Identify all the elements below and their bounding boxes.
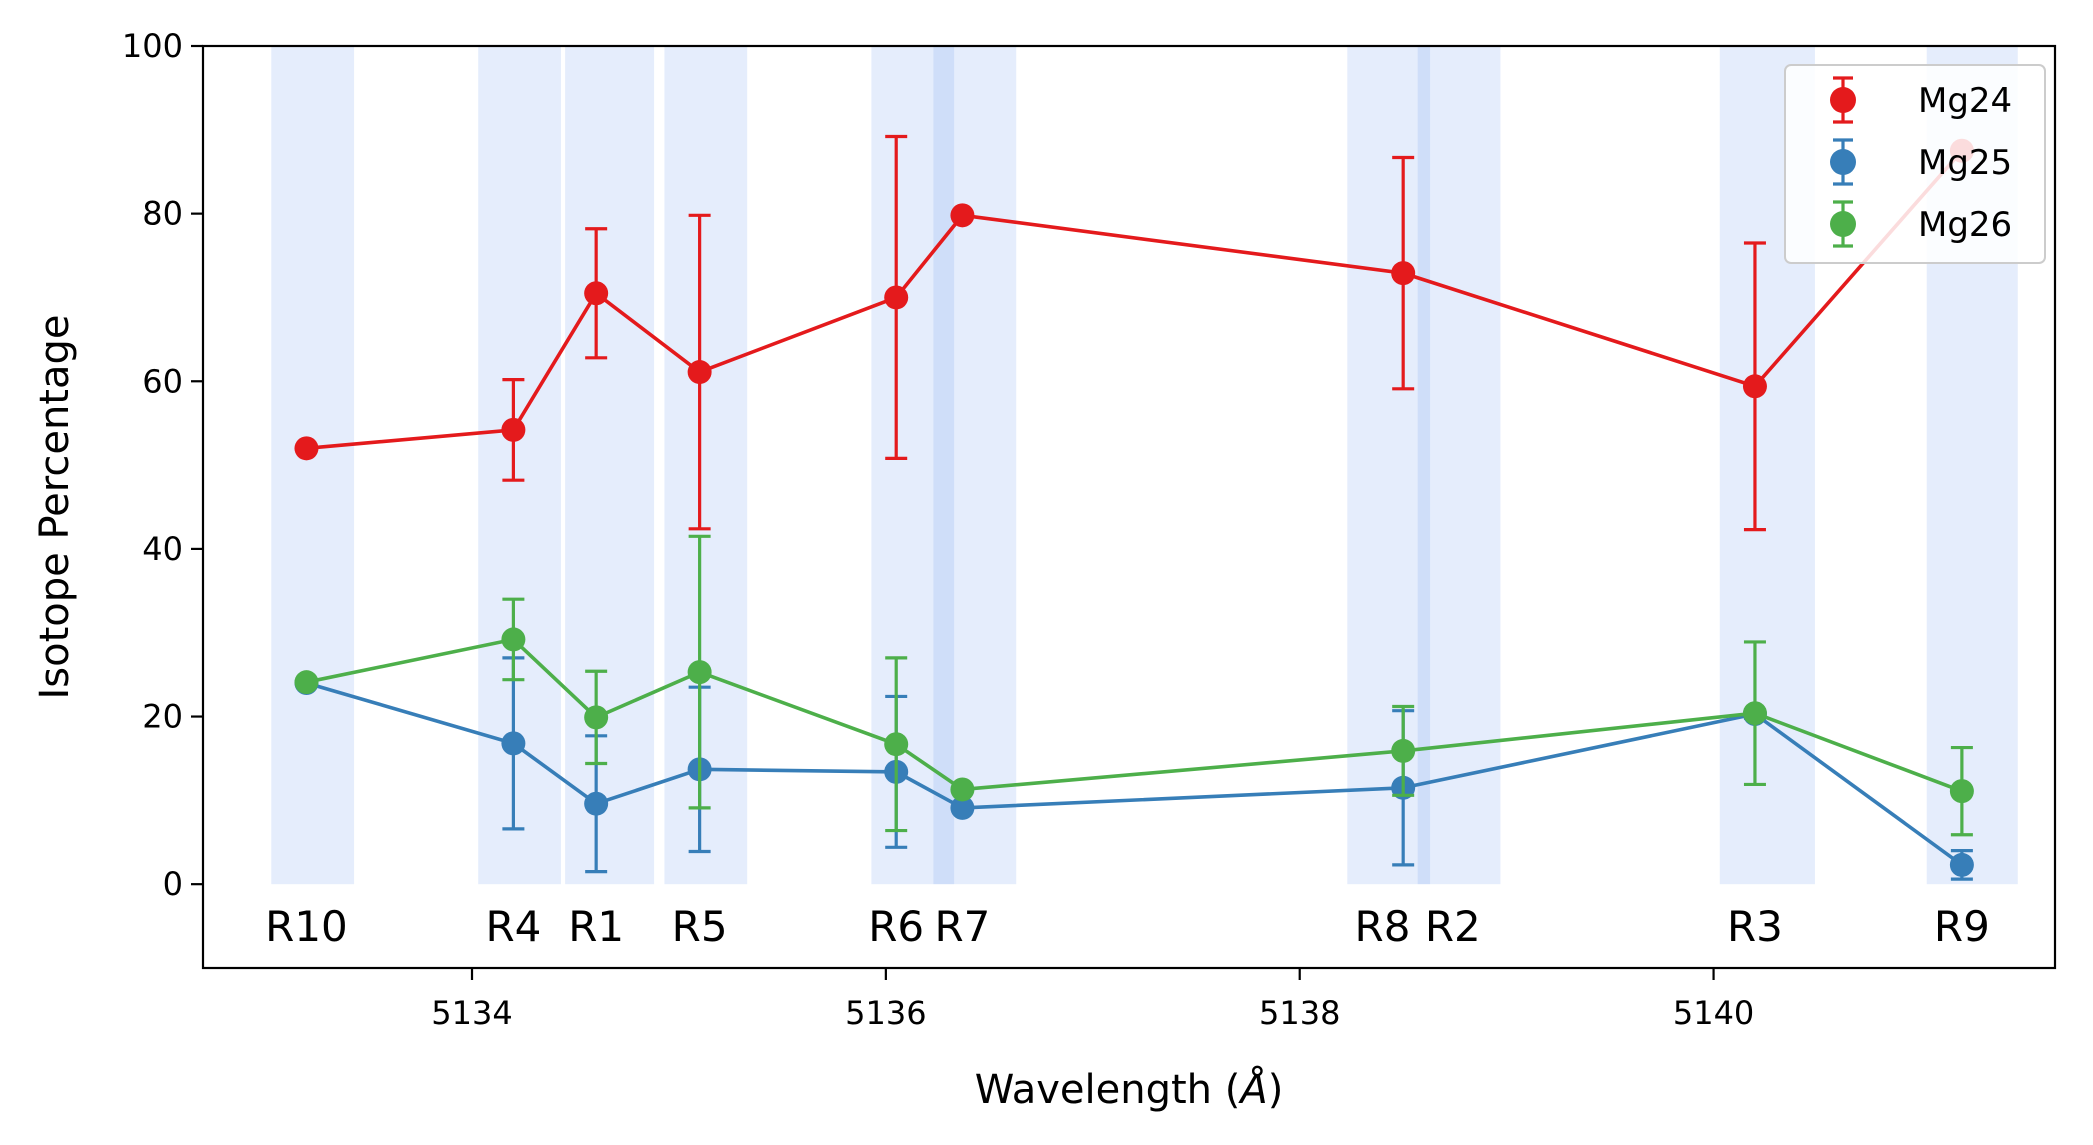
y-tick-label: 80 xyxy=(142,195,183,233)
legend-item-mg26: Mg26 xyxy=(1830,200,2012,248)
region-band-r7 xyxy=(933,46,1017,885)
x-tick-label: 5134 xyxy=(431,994,512,1032)
legend-marker xyxy=(1830,211,1856,237)
region-label-r5: R5 xyxy=(672,902,728,951)
data-point xyxy=(1742,701,1767,726)
data-point xyxy=(687,660,712,685)
data-point xyxy=(501,627,526,652)
data-point xyxy=(687,360,712,385)
data-point xyxy=(1949,779,1974,804)
data-point xyxy=(1742,374,1767,399)
data-point xyxy=(294,670,319,695)
x-tick-label: 5140 xyxy=(1673,994,1754,1032)
data-point xyxy=(584,705,609,730)
x-axis-title: Wavelength (Å) xyxy=(975,1065,1284,1113)
x-tick-label: 5136 xyxy=(845,994,926,1032)
y-axis: 0 20 40 60 80 100 xyxy=(122,27,203,903)
data-point xyxy=(584,281,609,306)
legend-item-mg24: Mg24 xyxy=(1830,76,2012,124)
region-label-r7: R7 xyxy=(934,902,990,951)
legend-label: Mg25 xyxy=(1918,143,2012,183)
legend-marker xyxy=(1830,149,1856,175)
data-point xyxy=(294,436,319,461)
data-point xyxy=(501,417,526,442)
region-label-r6: R6 xyxy=(868,902,924,951)
legend-label: Mg24 xyxy=(1918,81,2012,121)
x-axis: 5134 5136 5138 5140 xyxy=(431,968,1754,1032)
legend-label: Mg26 xyxy=(1918,205,2012,245)
y-tick-label: 20 xyxy=(142,698,183,736)
data-series xyxy=(294,134,1974,881)
region-band-r5 xyxy=(664,46,748,885)
region-label-r9: R9 xyxy=(1934,902,1990,951)
region-band-r2 xyxy=(1417,46,1501,885)
data-point xyxy=(884,732,909,757)
y-tick-label: 40 xyxy=(142,530,183,568)
region-band-r1 xyxy=(565,46,655,885)
data-point xyxy=(1391,738,1416,763)
region-label-r2: R2 xyxy=(1425,902,1481,951)
region-label-r8: R8 xyxy=(1355,902,1411,951)
y-tick-label: 0 xyxy=(163,865,183,903)
data-point xyxy=(950,795,975,820)
x-axis-title-unit: Å xyxy=(1237,1065,1267,1113)
region-band-r4 xyxy=(478,46,561,885)
y-axis-title: Isotope Percentage xyxy=(32,315,78,700)
data-point xyxy=(950,203,975,228)
data-point xyxy=(884,285,909,310)
region-band-r8 xyxy=(1347,46,1431,885)
region-band-r10 xyxy=(271,46,355,885)
region-label-r10: R10 xyxy=(265,902,348,951)
x-axis-title-close: ) xyxy=(1268,1067,1284,1113)
data-point xyxy=(1391,261,1416,286)
series-mg24 xyxy=(294,134,1974,532)
region-label-r1: R1 xyxy=(568,902,624,951)
x-axis-title-main: Wavelength ( xyxy=(975,1067,1241,1113)
series-mg26 xyxy=(294,534,1974,837)
data-point xyxy=(1949,852,1974,877)
data-point xyxy=(950,777,975,802)
region-labels: R10 R4 R1 R5 R6 R7 R8 R2 R3 R9 xyxy=(265,902,1990,951)
data-point xyxy=(501,731,526,756)
region-label-r4: R4 xyxy=(485,902,541,951)
y-tick-label: 100 xyxy=(122,27,183,65)
legend-marker xyxy=(1830,87,1856,113)
legend-item-mg25: Mg25 xyxy=(1830,138,2012,186)
legend: Mg24 Mg25 Mg26 xyxy=(1784,64,2046,264)
data-point xyxy=(584,791,609,816)
y-tick-label: 60 xyxy=(142,362,183,400)
region-label-r3: R3 xyxy=(1727,902,1783,951)
plot-frame xyxy=(201,44,2057,970)
x-tick-label: 5138 xyxy=(1259,994,1340,1032)
